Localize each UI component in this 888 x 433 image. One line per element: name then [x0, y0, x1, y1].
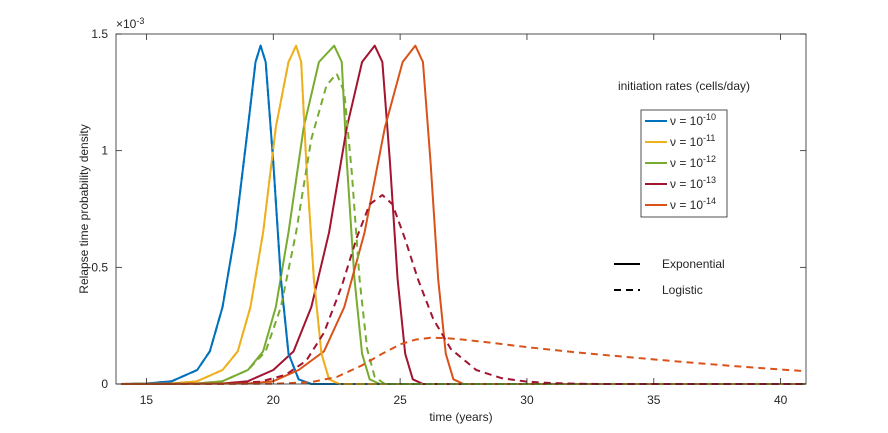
- x-tick-label-3: 30: [520, 393, 534, 407]
- y-tick-label-2: 1: [101, 144, 108, 158]
- x-axis-label: time (years): [429, 410, 492, 424]
- style-legend-logistic: Logistic: [662, 283, 703, 297]
- y-tick-label-3: 1.5: [91, 27, 108, 41]
- y-tick-label-1: 0.5: [91, 260, 108, 274]
- x-tick-label-2: 25: [393, 393, 407, 407]
- legend-label-4: ν = 10-14: [670, 196, 716, 212]
- x-tick-label-0: 15: [140, 393, 154, 407]
- color-legend-entries: ν = 10-10 ν = 10-11 ν = 10-12 ν = 10-13 ν = …: [645, 112, 716, 212]
- y-exponent-label: ×10-3: [116, 16, 144, 31]
- series-line-8: [121, 194, 806, 385]
- series-line-4: [121, 44, 806, 385]
- legend-title: initiation rates (cells/day): [618, 79, 750, 93]
- y-tick-label-0: 0: [101, 377, 108, 391]
- y-exponent-power: -3: [136, 16, 144, 26]
- series-line-3: [121, 44, 806, 385]
- series-line-7: [121, 72, 806, 385]
- x-tick-label-4: 35: [647, 393, 661, 407]
- axes-box: [115, 33, 807, 385]
- x-tick-label-1: 20: [267, 393, 281, 407]
- style-legend-exponential: Exponential: [662, 257, 725, 271]
- color-legend: ν = 10-10 ν = 10-11 ν = 10-12 ν = 10-13 ν = …: [640, 109, 728, 218]
- legend-label-3: ν = 10-13: [670, 175, 716, 191]
- style-legend: Exponential Logistic: [614, 257, 725, 297]
- series-line-9: [121, 336, 807, 385]
- legend-label-0: ν = 10-10: [670, 112, 716, 128]
- x-axis-ticks: 15 20 25 30 35 40: [140, 34, 788, 407]
- series-layer: [121, 44, 807, 385]
- legend-label-1: ν = 10-11: [670, 133, 715, 149]
- legend-label-2: ν = 10-12: [670, 154, 716, 170]
- series-line-5: [121, 44, 806, 385]
- x-tick-label-5: 40: [774, 393, 788, 407]
- series-line-6: [121, 44, 806, 385]
- y-axis-ticks: 0 0.5 1 1.5: [91, 27, 806, 391]
- y-axis-label: Relapse time probability density: [77, 124, 91, 293]
- y-exponent-times: ×10: [116, 17, 137, 31]
